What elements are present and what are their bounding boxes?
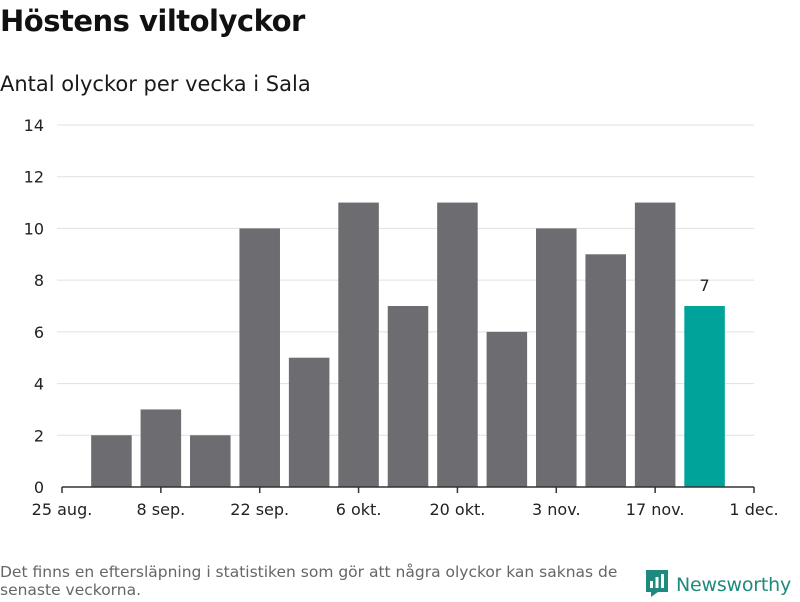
bar [585,254,626,487]
bar [338,202,379,488]
footnote: Det finns en eftersläpning i statistiken… [0,563,618,599]
bar [190,435,231,487]
bar [91,435,132,487]
x-tick-label: 6 okt. [336,500,382,519]
y-tick-label: 8 [34,271,44,290]
x-tick-label: 22 sep. [230,500,289,519]
chart-title: Höstens viltolyckor [0,4,305,38]
y-tick-label: 2 [34,426,44,445]
y-tick-label: 12 [24,168,44,187]
x-tick-label: 3 nov. [532,500,581,519]
bar [288,357,330,487]
y-tick-label: 4 [34,375,44,394]
data-label: 7 [699,276,709,295]
y-tick-label: 6 [34,323,44,342]
chart-subtitle: Antal olyckor per vecka i Sala [0,72,311,96]
y-tick-label: 0 [34,478,44,497]
brand[interactable]: Newsworthy [644,568,791,602]
bar [684,306,725,487]
x-tick-label: 8 sep. [137,500,186,519]
y-tick-label: 14 [24,116,44,135]
x-tick-label: 25 aug. [32,500,93,519]
bar [536,228,577,487]
bar [634,202,676,488]
bar [486,331,528,487]
bar [387,306,429,487]
x-tick-label: 17 nov. [626,500,685,519]
brand-name: Newsworthy [676,574,792,596]
bar [140,409,182,487]
newsworthy-logo-icon [644,568,670,602]
x-tick-label: 1 dec. [729,500,778,519]
y-tick-label: 10 [24,219,44,238]
bar [239,228,280,487]
x-tick-label: 20 okt. [429,500,485,519]
bar-chart: 0 2 4 6 8 10 12 14 7 25 aug. 8 sep. 22 sep. 6 okt. 20… [24,116,779,519]
bar [437,202,478,488]
